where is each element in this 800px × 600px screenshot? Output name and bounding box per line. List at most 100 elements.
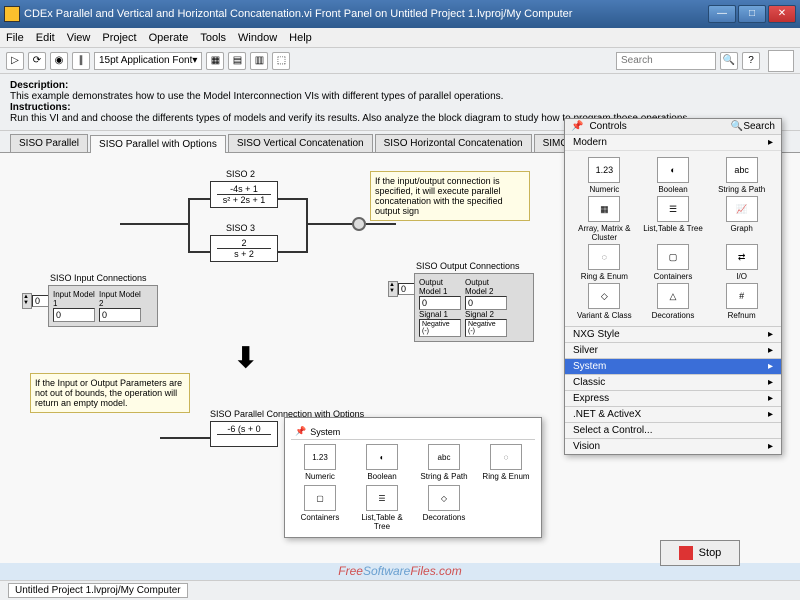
chevron-right-icon: ▸ bbox=[768, 361, 773, 372]
output-model2-field[interactable]: 0 bbox=[465, 296, 507, 310]
ctrl-containers[interactable]: ▢Containers bbox=[640, 244, 707, 281]
cat-silver[interactable]: Silver▸ bbox=[565, 342, 781, 358]
sys-boolean[interactable]: ◐Boolean bbox=[353, 444, 411, 481]
resize-button[interactable]: ▥ bbox=[250, 52, 268, 70]
menu-operate[interactable]: Operate bbox=[149, 32, 189, 44]
statusbar: Untitled Project 1.lvproj/My Computer bbox=[0, 580, 800, 600]
stop-button[interactable]: Stop bbox=[660, 540, 740, 566]
run-continuous-button[interactable]: ⟳ bbox=[28, 52, 46, 70]
search-input[interactable] bbox=[616, 52, 716, 70]
tab-siso-vertical[interactable]: SISO Vertical Concatenation bbox=[228, 134, 373, 152]
cat-vision[interactable]: Vision▸ bbox=[565, 438, 781, 454]
input-spinner[interactable]: ▲▼ 0 bbox=[22, 293, 50, 309]
input-conn-title: SISO Input Connections bbox=[50, 273, 147, 283]
menu-project[interactable]: Project bbox=[102, 32, 136, 44]
cat-select[interactable]: Select a Control... bbox=[565, 422, 781, 438]
titlebar: CDEx Parallel and Vertical and Horizonta… bbox=[0, 0, 800, 28]
siso-pc-block[interactable]: -6 (s + 0 bbox=[210, 421, 278, 447]
cat-system[interactable]: System▸ bbox=[565, 358, 781, 374]
run-button[interactable]: ▷ bbox=[6, 52, 24, 70]
output-model1-field[interactable]: 0 bbox=[419, 296, 461, 310]
wire bbox=[306, 198, 308, 253]
ctrl-decorations[interactable]: △Decorations bbox=[640, 283, 707, 320]
menu-view[interactable]: View bbox=[67, 32, 91, 44]
system-popup-header: 📌 System bbox=[291, 424, 535, 440]
instr-label: Instructions: bbox=[10, 102, 71, 113]
sys-ring[interactable]: ◌Ring & Enum bbox=[477, 444, 535, 481]
ctrl-string[interactable]: abcString & Path bbox=[708, 157, 775, 194]
font-selector[interactable]: 15pt Application Font ▾ bbox=[94, 52, 202, 70]
ctrl-graph[interactable]: 📈Graph bbox=[708, 196, 775, 242]
sys-list[interactable]: ☰List,Table & Tree bbox=[353, 485, 411, 531]
sys-containers[interactable]: ▢Containers bbox=[291, 485, 349, 531]
ctrl-variant[interactable]: ◇Variant & Class bbox=[571, 283, 638, 320]
connector-pane-icon[interactable] bbox=[768, 50, 794, 72]
cat-net[interactable]: .NET & ActiveX▸ bbox=[565, 406, 781, 422]
ctrl-list[interactable]: ☰List,Table & Tree bbox=[640, 196, 707, 242]
minimize-button[interactable]: — bbox=[708, 5, 736, 23]
controls-modern[interactable]: Modern▸ bbox=[565, 135, 781, 151]
wire bbox=[188, 198, 210, 200]
wire bbox=[120, 223, 190, 225]
note-io-connection: If the input/output connection is specif… bbox=[370, 171, 530, 221]
spinner-arrows-icon[interactable]: ▲▼ bbox=[22, 293, 32, 309]
pin-icon[interactable]: 📌 bbox=[571, 121, 583, 132]
ctrl-refnum[interactable]: #Refnum bbox=[708, 283, 775, 320]
wire bbox=[160, 437, 210, 439]
siso3-block[interactable]: 2 s + 2 bbox=[210, 235, 278, 262]
controls-header: 📌 Controls 🔍 Search bbox=[565, 119, 781, 135]
chevron-right-icon: ▸ bbox=[768, 409, 773, 420]
status-project[interactable]: Untitled Project 1.lvproj/My Computer bbox=[8, 583, 188, 598]
input-model1-field[interactable]: 0 bbox=[53, 308, 95, 322]
ctrl-ring[interactable]: ◌Ring & Enum bbox=[571, 244, 638, 281]
chevron-right-icon: ▸ bbox=[768, 441, 773, 452]
search-icon[interactable]: 🔍 bbox=[731, 121, 743, 132]
ctrl-array[interactable]: ▦Array, Matrix & Cluster bbox=[571, 196, 638, 242]
menu-help[interactable]: Help bbox=[289, 32, 312, 44]
tab-siso-parallel-options[interactable]: SISO Parallel with Options bbox=[90, 135, 226, 153]
input-model2-field[interactable]: 0 bbox=[99, 308, 141, 322]
pause-button[interactable]: ∥ bbox=[72, 52, 90, 70]
close-button[interactable]: ✕ bbox=[768, 5, 796, 23]
signal2-field[interactable]: Negative (-) bbox=[465, 319, 507, 337]
sys-string[interactable]: abcString & Path bbox=[415, 444, 473, 481]
maximize-button[interactable]: □ bbox=[738, 5, 766, 23]
sys-decorations[interactable]: ◇Decorations bbox=[415, 485, 473, 531]
align-button[interactable]: ▦ bbox=[206, 52, 224, 70]
wire bbox=[366, 223, 396, 225]
ctrl-io[interactable]: ⇄I/O bbox=[708, 244, 775, 281]
sum-node bbox=[352, 217, 366, 231]
signal1-field[interactable]: Negative (-) bbox=[419, 319, 461, 337]
sys-numeric[interactable]: 1.23Numeric bbox=[291, 444, 349, 481]
cat-nxg[interactable]: NXG Style▸ bbox=[565, 326, 781, 342]
pin-icon[interactable]: 📌 bbox=[295, 426, 306, 437]
abort-button[interactable]: ◉ bbox=[50, 52, 68, 70]
chevron-right-icon: ▸ bbox=[768, 377, 773, 388]
system-popup: 📌 System 1.23Numeric ◐Boolean abcString … bbox=[284, 417, 542, 538]
output-spinner[interactable]: ▲▼ 0 bbox=[388, 281, 416, 297]
cat-express[interactable]: Express▸ bbox=[565, 390, 781, 406]
tab-siso-horizontal[interactable]: SISO Horizontal Concatenation bbox=[375, 134, 532, 152]
help-icon[interactable]: ? bbox=[742, 52, 760, 70]
menu-tools[interactable]: Tools bbox=[200, 32, 226, 44]
menu-window[interactable]: Window bbox=[238, 32, 277, 44]
distribute-button[interactable]: ▤ bbox=[228, 52, 246, 70]
tab-siso-parallel[interactable]: SISO Parallel bbox=[10, 134, 88, 152]
watermark: FreeSoftwareFiles.com bbox=[338, 564, 461, 578]
output-connections-panel[interactable]: Output Model 1Output Model 2 00 Signal 1… bbox=[414, 273, 534, 342]
desc-label: Description: bbox=[10, 80, 68, 91]
input-connections-panel[interactable]: Input Model 1Input Model 2 00 bbox=[48, 285, 158, 327]
siso2-block[interactable]: -4s + 1 s² + 2s + 1 bbox=[210, 181, 278, 208]
reorder-button[interactable]: ⬚ bbox=[272, 52, 290, 70]
spinner-arrows-icon[interactable]: ▲▼ bbox=[388, 281, 398, 297]
cat-classic[interactable]: Classic▸ bbox=[565, 374, 781, 390]
window-buttons: — □ ✕ bbox=[708, 5, 796, 23]
window-title: CDEx Parallel and Vertical and Horizonta… bbox=[24, 8, 708, 20]
ctrl-boolean[interactable]: ◐Boolean bbox=[640, 157, 707, 194]
menu-file[interactable]: File bbox=[6, 32, 24, 44]
output-conn-title: SISO Output Connections bbox=[416, 261, 520, 271]
ctrl-numeric[interactable]: 1.23Numeric bbox=[571, 157, 638, 194]
menu-edit[interactable]: Edit bbox=[36, 32, 55, 44]
arrow-down-icon: ⬇ bbox=[234, 341, 257, 374]
search-icon[interactable]: 🔍 bbox=[720, 52, 738, 70]
